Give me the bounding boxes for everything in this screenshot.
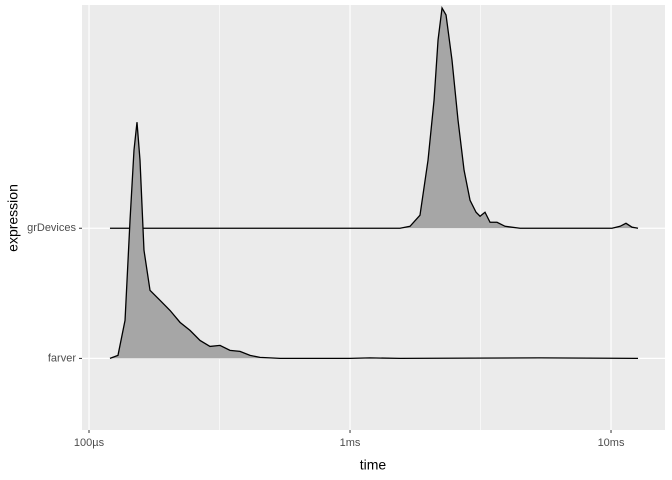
y-axis-title: expression (5, 184, 21, 252)
ridge-area (109, 122, 639, 359)
x-tick-label: 10ms (598, 437, 625, 449)
ridge-line (109, 5, 639, 229)
ridge-line (109, 122, 639, 360)
x-tick-label: 1ms (340, 437, 361, 449)
y-tick-label: farver (48, 352, 76, 364)
y-tick-label: grDevices (27, 222, 76, 234)
x-tick-label: 100µs (74, 437, 105, 449)
x-axis-title: time (360, 457, 387, 473)
panel (82, 5, 665, 430)
